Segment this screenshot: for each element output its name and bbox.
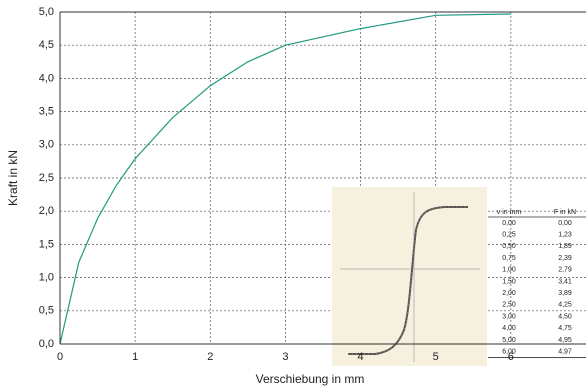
- y-tick-label: 0,5: [39, 305, 54, 317]
- table-cell: 4,95: [558, 337, 572, 344]
- y-tick-label: 2,0: [39, 205, 54, 217]
- table-cell: 2,79: [558, 267, 572, 274]
- x-tick-label: 3: [282, 351, 288, 363]
- table-cell: 1,00: [502, 267, 516, 274]
- inset-image: [332, 187, 487, 366]
- table-cell: 4,75: [558, 325, 572, 332]
- table-cell: 0,50: [502, 243, 516, 250]
- x-tick-label: 2: [207, 351, 213, 363]
- table-cell: 3,41: [558, 278, 572, 285]
- y-tick-label: 4,5: [39, 39, 54, 51]
- x-tick-label: 4: [358, 351, 364, 363]
- x-tick-label: 1: [132, 351, 138, 363]
- table-header: v in mm: [497, 209, 522, 216]
- table-cell: 4,97: [558, 349, 572, 356]
- table-cell: 6,00: [502, 349, 516, 356]
- y-tick-label: 4,0: [39, 72, 54, 84]
- y-tick-label: 1,5: [39, 238, 54, 250]
- inset-curve: [348, 206, 468, 355]
- x-tick-label: 5: [433, 351, 439, 363]
- table-cell: 0,00: [558, 220, 572, 227]
- table-cell: 1,50: [502, 278, 516, 285]
- table-cell: 4,50: [558, 313, 572, 320]
- table-cell: 0,00: [502, 220, 516, 227]
- y-tick-label: 1,0: [39, 272, 54, 284]
- y-tick-label: 0,0: [39, 338, 54, 350]
- y-tick-label: 5,0: [39, 6, 54, 18]
- table-cell: 1,23: [558, 232, 572, 239]
- table: v in mm F in kN 0,00 0,00 0,25 1,23 0,50 1,89 0,…: [488, 209, 586, 358]
- table-cell: 4,00: [502, 325, 516, 332]
- table-cell: 2,39: [558, 255, 572, 262]
- x-tick-label: 0: [57, 351, 63, 363]
- table-cell: 2,00: [502, 290, 516, 297]
- table-cell: 3,00: [502, 313, 516, 320]
- x-axis-label: Verschiebung in mm: [256, 372, 365, 386]
- table-cell: 5,00: [502, 337, 516, 344]
- y-axis-label: Kraft in kN: [6, 150, 20, 206]
- y-tick-label: 3,5: [39, 106, 54, 118]
- table-cell: 0,75: [502, 255, 516, 262]
- y-tick-label: 3,0: [39, 139, 54, 151]
- table-cell: 1,89: [558, 243, 572, 250]
- table-cell: 4,25: [558, 302, 572, 309]
- inset-background: [332, 187, 487, 366]
- data-line: [59, 13, 511, 345]
- table-cell: 3,89: [558, 290, 572, 297]
- table-cell: 2,50: [502, 302, 516, 309]
- table-cell: 0,25: [502, 232, 516, 239]
- x-tick-label: 6: [508, 351, 514, 363]
- table-header: F in kN: [554, 209, 576, 216]
- y-tick-label: 2,5: [39, 172, 54, 184]
